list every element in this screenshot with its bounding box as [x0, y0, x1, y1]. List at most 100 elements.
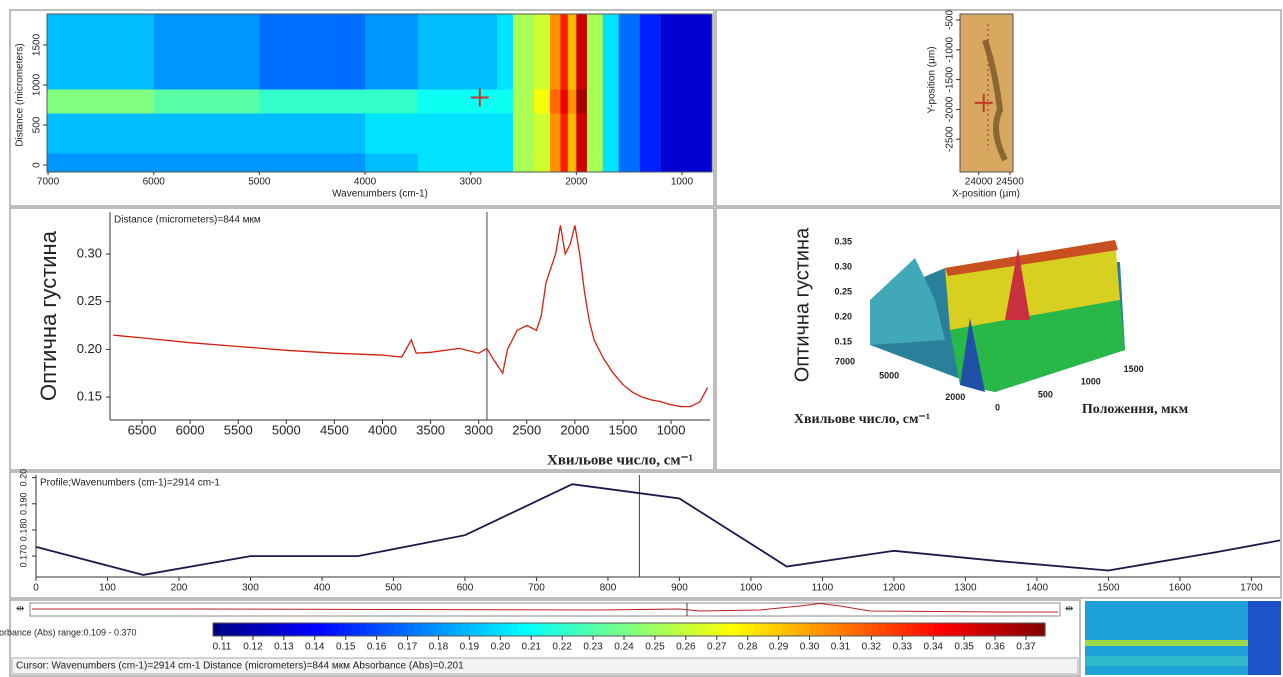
colorbar-swatch — [830, 623, 838, 636]
colorbar-swatch — [400, 623, 408, 636]
colorbar-swatch — [289, 623, 297, 636]
colorbar-tick-label: 0.21 — [521, 642, 541, 653]
colorbar-swatch — [941, 623, 949, 636]
x-tick-label: 1700 — [1240, 583, 1263, 594]
x-tick-label: 4000 — [354, 177, 377, 188]
colorbar-tick-label: 0.30 — [800, 642, 820, 653]
heatmap-cell — [497, 153, 514, 173]
x-tick-label: 3000 — [464, 422, 493, 437]
x-tick-label: 1100 — [812, 583, 834, 594]
x-axis-label: Хвильове число, см⁻¹ — [547, 452, 693, 468]
colorbar-swatch — [1038, 623, 1046, 636]
heatmap-cell — [602, 14, 620, 90]
colorbar-swatch — [719, 623, 727, 636]
heatmap-cell — [560, 113, 569, 154]
colorbar-swatch — [906, 623, 914, 636]
x-tick-label: 6000 — [143, 177, 166, 188]
y-tick-label: -1500 — [945, 66, 956, 92]
colorbar-swatch — [989, 623, 998, 636]
colorbar-tick-label: 0.13 — [274, 642, 294, 653]
colorbar-swatch — [850, 623, 859, 636]
x-tick-label: 1300 — [954, 583, 977, 594]
colorbar-swatch — [781, 623, 790, 636]
colorbar-swatch — [469, 623, 478, 636]
y-tick-label: 0.25 — [77, 293, 102, 308]
heatmap-cell — [512, 153, 535, 173]
colorbar-swatch — [670, 623, 679, 636]
colorbar-swatch — [504, 623, 512, 636]
heatmap-cell — [259, 113, 366, 154]
heatmap-cell — [417, 113, 498, 154]
heatmap-cell — [365, 88, 419, 114]
x-tick-label: 400 — [314, 583, 331, 594]
colorbar-swatch — [656, 623, 665, 636]
colorbar-tick-label: 0.36 — [985, 642, 1005, 653]
colorbar-swatch — [857, 623, 866, 636]
colorbar-tick-label: 0.29 — [769, 642, 789, 653]
colorbar-swatch — [448, 623, 457, 636]
colorbar-tick-label: 0.12 — [243, 642, 263, 653]
colorbar-swatch — [968, 623, 977, 636]
x-tick-label: 4000 — [368, 422, 397, 437]
x-tick-label: 2500 — [512, 422, 541, 437]
heatmap-cell — [660, 153, 713, 173]
colorbar-tick-label: 0.28 — [738, 642, 758, 653]
heatmap-cell — [365, 153, 419, 173]
y-tick-label: 0 — [32, 162, 43, 168]
colorbar-swatch — [913, 623, 921, 636]
colorbar-swatch — [296, 623, 304, 636]
heatmap-cell — [534, 88, 551, 114]
heatmap-cell — [47, 88, 155, 114]
x-tick-label: 500 — [385, 583, 402, 594]
heatmap-cell — [259, 88, 366, 114]
colorbar-swatch — [746, 623, 755, 636]
colorbar-swatch — [552, 623, 561, 636]
x-tick-label: 5000 — [272, 422, 301, 437]
status-bar — [11, 657, 1079, 675]
colorbar-tick-label: 0.19 — [460, 642, 480, 653]
colorbar-tick-label: 0.22 — [552, 642, 572, 653]
heatmap-cell — [618, 88, 641, 114]
z-tick-label: 0.20 — [834, 311, 852, 321]
colorbar-swatch — [663, 623, 672, 636]
colorbar-tick-label: 0.27 — [707, 642, 727, 653]
colorbar-swatch — [490, 623, 498, 636]
colorbar-swatch — [566, 623, 575, 636]
colorbar-tick-label: 0.25 — [645, 642, 665, 653]
heatmap-cell — [576, 88, 588, 114]
zoom-icon[interactable]: ⇹ — [1065, 604, 1073, 615]
y-tick-label: 0.20 — [18, 469, 28, 487]
colorbar-swatch — [559, 623, 568, 636]
heatmap-cell — [586, 153, 604, 173]
y-axis-label: Y-position (µm) — [927, 46, 938, 113]
y-tick-label: -2500 — [945, 126, 956, 152]
spectrum-panel — [9, 207, 715, 471]
heatmap-cell — [586, 113, 604, 154]
colorbar-swatch — [691, 623, 699, 636]
colorbar-tick-label: 0.15 — [336, 642, 356, 653]
colorbar-swatch — [358, 623, 367, 636]
colorbar-tick-label: 0.17 — [398, 642, 418, 653]
profile-panel — [9, 471, 1282, 599]
zoom-icon[interactable]: ⇹ — [16, 604, 24, 615]
heatmap-cell — [576, 113, 588, 154]
colorbar-swatch — [247, 623, 256, 636]
colorbar-swatch — [393, 623, 401, 636]
heatmap-cell — [602, 88, 620, 114]
colorbar-swatch — [698, 623, 706, 636]
heatmap-cell — [618, 14, 641, 90]
colorbar-swatch — [961, 623, 970, 636]
colorbar-swatch — [1024, 623, 1032, 636]
plot-frame — [46, 13, 713, 173]
y-tick-label: 0.15 — [77, 389, 102, 404]
colorbar-swatch — [809, 623, 817, 636]
heatmap-cell — [560, 14, 569, 90]
y-axis-label: Оптична густина — [36, 230, 61, 401]
z-tick-label: 0.35 — [834, 236, 852, 246]
x-tick-label: 600 — [457, 583, 474, 594]
x-tick-label: 100 — [99, 583, 116, 594]
colorbar-swatch — [996, 623, 1004, 636]
heatmap-cell — [602, 113, 620, 154]
colorbar-frame — [212, 622, 1046, 637]
colorbar-tick-label: 0.16 — [367, 642, 387, 653]
